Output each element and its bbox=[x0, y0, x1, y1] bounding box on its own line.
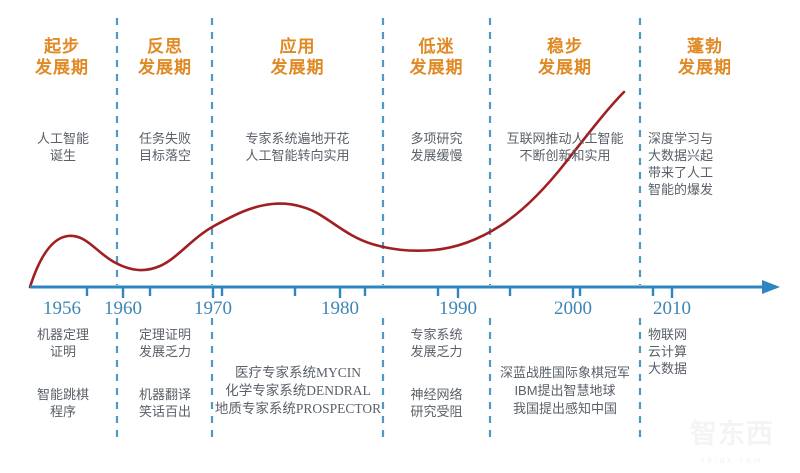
upper-note-task-failure: 任务失败 目标落空 bbox=[138, 131, 191, 163]
lower-note-translation-jokes: 机器翻译 笑话百出 bbox=[138, 387, 191, 419]
axis-year-1980: 1980 bbox=[321, 298, 359, 319]
phase-title-qibu: 起步 发展期 bbox=[35, 37, 89, 77]
lower-note-theorem-stall: 定理证明 发展乏力 bbox=[138, 327, 191, 359]
lower-note-iot-cloud-bigdata: 物联网 云计算 大数据 bbox=[648, 327, 688, 376]
phase-title-pengbo: 蓬勃 发展期 bbox=[678, 37, 732, 77]
phase-divider-group bbox=[115, 18, 642, 440]
axis-year-1970: 1970 bbox=[194, 298, 232, 319]
lower-note-deep-blue-ibm: 深蓝战胜国际象棋冠军 IBM提出智慧地球 我国提出感知中国 bbox=[499, 365, 630, 416]
axis-year-1956: 1956 bbox=[43, 298, 81, 319]
lower-note-checkers-program: 智能跳棋 程序 bbox=[36, 387, 89, 419]
upper-note-expert-systems: 专家系统遍地开花 人工智能转向实用 bbox=[245, 131, 350, 163]
phase-title-yingyong: 应用 发展期 bbox=[270, 37, 325, 77]
axis-arrow-icon bbox=[762, 280, 780, 294]
upper-note-internet-driven: 互联网推动人工智能 不断创新和实用 bbox=[506, 131, 624, 163]
lower-note-expert-system-stall: 专家系统 发展乏力 bbox=[410, 327, 463, 359]
lower-note-neural-net-blocked: 神经网络 研究受阻 bbox=[410, 387, 463, 419]
upper-note-ai-birth: 人工智能 诞生 bbox=[36, 131, 89, 163]
axis-year-2010: 2010 bbox=[653, 298, 691, 319]
phase-title-dimi: 低迷 发展期 bbox=[409, 37, 464, 77]
lower-note-expert-system-list: 医疗专家系统MYCIN 化学专家系统DENDRAL 地质专家系统PROSPECT… bbox=[214, 365, 382, 416]
phase-title-fansi: 反思 发展期 bbox=[138, 37, 192, 77]
phase-title-wenbu: 稳步 发展期 bbox=[538, 37, 592, 77]
axis-year-1990: 1990 bbox=[439, 298, 477, 319]
axis-year-1960: 1960 bbox=[104, 298, 142, 319]
axis-year-2000: 2000 bbox=[554, 298, 592, 319]
lower-note-machine-theorem: 机器定理 证明 bbox=[36, 327, 89, 359]
axis-tick-group bbox=[85, 287, 674, 298]
upper-note-deep-learning: 深度学习与 大数据兴起 带来了人工 智能的爆发 bbox=[648, 131, 714, 197]
upper-note-slow-research: 多项研究 发展缓慢 bbox=[410, 131, 463, 163]
ai-trend-curve bbox=[28, 90, 626, 289]
